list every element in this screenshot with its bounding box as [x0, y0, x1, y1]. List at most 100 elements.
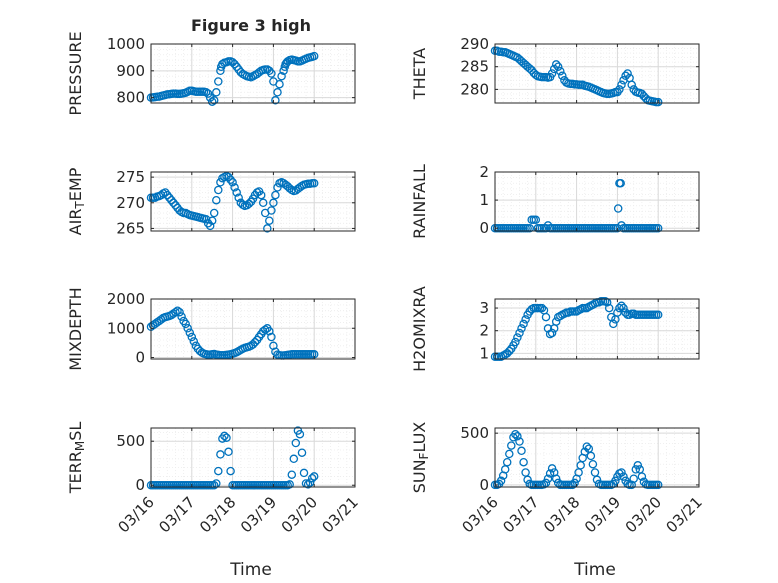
axes-box [150, 43, 356, 104]
data-point [511, 337, 520, 347]
data-point [531, 215, 541, 225]
plot-area [151, 299, 355, 359]
data-point [265, 326, 274, 336]
data-point [250, 338, 260, 347]
data-point [209, 480, 219, 490]
data-point [232, 188, 241, 197]
data-point [214, 77, 223, 86]
data-point [539, 480, 549, 489]
y-axis-label: AIRTEMP [66, 167, 87, 235]
data-point [543, 474, 553, 483]
data-point [619, 472, 628, 481]
data-point [265, 216, 274, 225]
data-point [287, 470, 297, 479]
data-point [633, 461, 643, 470]
y-tick-label: 500 [460, 424, 489, 442]
data-point [513, 432, 522, 441]
data-point [517, 324, 526, 333]
data-point [177, 312, 186, 321]
data-point [207, 216, 217, 225]
y-axis-label: H2OMIXRA [410, 286, 429, 372]
data-point [256, 190, 266, 200]
y-tick-label: 270 [116, 194, 145, 212]
data-point [545, 469, 555, 478]
y-tick-label: 290 [460, 35, 489, 53]
data-point [214, 185, 223, 195]
y-tick-label: 1000 [107, 319, 145, 337]
y-tick-label: 800 [116, 89, 145, 107]
y-tick-label: 2 [479, 163, 489, 181]
data-point [175, 307, 184, 317]
plot-area [495, 428, 699, 487]
data-point [627, 80, 636, 90]
data-point [617, 80, 626, 90]
data-point [611, 476, 620, 486]
y-tick-label: 0 [479, 476, 489, 494]
data-point [547, 69, 557, 78]
y-axis-label: MIXDEPTH [66, 287, 85, 370]
y-tick-label: 1 [479, 344, 489, 362]
data-point [181, 319, 190, 329]
data-point [604, 303, 614, 313]
data-point [224, 447, 233, 457]
data-point [220, 431, 229, 441]
y-axis-label: RAINFALL [410, 164, 429, 239]
data-point [541, 312, 551, 322]
data-point [201, 88, 211, 97]
y-tick-label: 0 [135, 476, 145, 494]
data-point [267, 206, 276, 215]
data-point [258, 198, 268, 208]
data-point [271, 96, 280, 105]
data-point [161, 188, 170, 197]
y-axis-label: SUNFLUX [410, 422, 431, 494]
y-tick-label: 2 [479, 322, 489, 340]
axes-box [494, 171, 700, 232]
data-point [269, 198, 278, 208]
data-point [205, 221, 215, 231]
y-tick-label: 265 [116, 219, 145, 237]
subplot-2: 280 285 290 THETA [410, 35, 700, 107]
data-point [307, 473, 317, 483]
data-point [515, 328, 524, 338]
subplot-4: 0 1 2 RAINFALL [410, 163, 700, 239]
data-point [216, 450, 225, 459]
axes-box [150, 171, 356, 232]
data-point [285, 480, 294, 489]
data-point [588, 459, 598, 469]
data-point [189, 337, 199, 346]
data-point [551, 317, 561, 326]
data-point [226, 175, 235, 184]
data-point [547, 328, 557, 338]
data-point [209, 96, 219, 105]
y-tick-label: 0 [479, 219, 489, 237]
series-markers [146, 51, 319, 106]
axes-box [494, 298, 700, 360]
data-point [297, 448, 307, 457]
series-markers [146, 426, 319, 490]
series-markers [490, 297, 663, 361]
data-point [209, 208, 219, 218]
data-point [505, 449, 514, 459]
data-point [283, 57, 292, 66]
data-point [505, 346, 514, 356]
data-point [275, 79, 284, 89]
data-point [291, 438, 301, 448]
data-point [230, 183, 239, 192]
data-point [244, 199, 254, 209]
data-point [496, 476, 506, 486]
y-axis-label: THETA [410, 48, 429, 100]
data-point [309, 472, 319, 481]
plot-area [495, 172, 699, 231]
data-point [551, 474, 561, 483]
data-point [631, 465, 641, 474]
data-point [167, 195, 176, 205]
data-point [551, 60, 561, 69]
data-point [629, 474, 638, 483]
data-point [173, 306, 182, 315]
data-point [224, 172, 233, 182]
data-point [613, 308, 622, 317]
data-point [185, 328, 195, 337]
data-point [269, 341, 278, 351]
data-point [521, 315, 530, 324]
